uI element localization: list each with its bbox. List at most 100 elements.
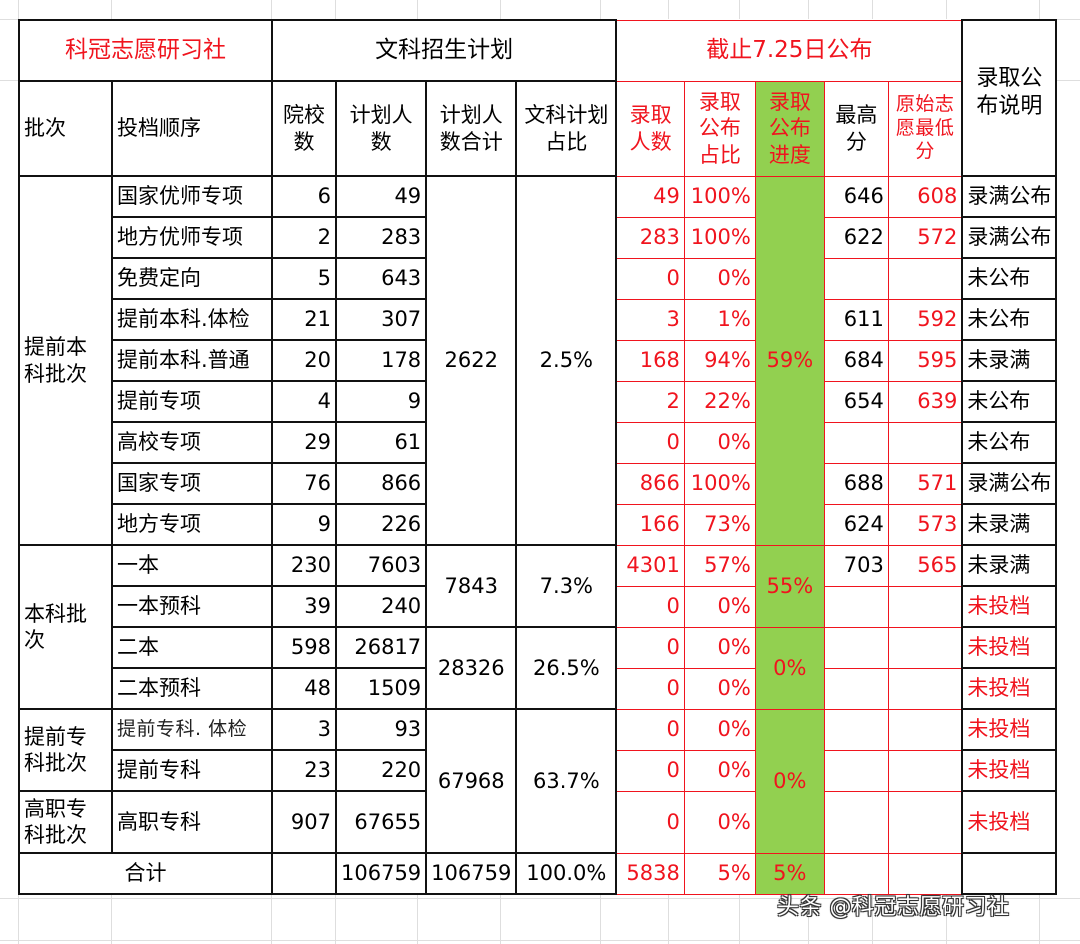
remark-cell: 录满公布 xyxy=(961,175,1058,218)
schools-cell: 2 xyxy=(271,216,337,259)
min-score-cell: 573 xyxy=(887,503,963,546)
admitted-cell: 866 xyxy=(615,462,685,505)
remark-cell: 录满公布 xyxy=(961,462,1058,505)
table-row: 二本 598 26817 28326 26.5% 0 0% 0% 未投档 xyxy=(19,626,1058,710)
admit-ratio-cell: 94% xyxy=(683,339,756,382)
plan-cell: 67655 xyxy=(334,790,428,854)
plan-cell: 26817 xyxy=(334,626,428,669)
watermark: 头条 @科冠志愿研习社 xyxy=(777,895,1010,920)
admit-ratio-cell: 0% xyxy=(683,667,756,710)
plan-total-cell: 2622 xyxy=(425,175,518,546)
remark-cell: 未投档 xyxy=(961,749,1058,792)
remark-cell: 未公布 xyxy=(961,298,1058,341)
admitted-cell: 0 xyxy=(615,790,685,854)
remark-cell: 未录满 xyxy=(961,544,1058,587)
schools-cell: 29 xyxy=(271,421,337,464)
progress-cell: 55% xyxy=(754,544,825,628)
min-score-cell: 571 xyxy=(887,462,963,505)
max-score-cell xyxy=(823,667,889,710)
plan-cell: 49 xyxy=(334,175,428,218)
total-plan: 106759 xyxy=(334,852,428,895)
order-cell: 高职专科 xyxy=(111,790,273,854)
table-row: 提前专科批次 提前专科. 体检 3 93 67968 63.7% 0 0% 0%… xyxy=(18,708,1058,854)
remark-cell: 未投档 xyxy=(961,790,1058,854)
total-label: 合计 xyxy=(18,852,273,895)
max-score-cell xyxy=(823,708,889,751)
min-score-cell: 592 xyxy=(887,298,963,341)
min-score-cell: 565 xyxy=(887,544,963,587)
table-row: 提前本科.体检 21 307 3 1% 611 592 未公布 xyxy=(19,298,1058,341)
plan-cell: 866 xyxy=(334,462,428,505)
table-row: 提前本科批次 国家优师专项 6 49 2622 2.5% 49 100% 59%… xyxy=(18,175,1058,546)
admitted-cell: 2 xyxy=(615,380,685,423)
admit-ratio-cell: 0% xyxy=(683,790,756,854)
grid-line xyxy=(0,898,1080,899)
brand-title: 科冠志愿研习社 xyxy=(18,19,273,82)
col-header-plan-ratio: 文科计划占比 xyxy=(515,80,618,177)
col-header-admitted: 录取人数 xyxy=(615,80,685,177)
total-admitted: 5838 xyxy=(615,852,685,895)
remark-header: 录取公布说明 xyxy=(961,19,1058,177)
plan-ratio-cell: 63.7% xyxy=(515,708,618,854)
table-row: 本科批次 一本 230 7603 7843 7.3% 4301 57% 55% … xyxy=(18,544,1058,710)
total-admit-ratio: 5% xyxy=(683,852,756,895)
schools-cell: 907 xyxy=(271,790,337,854)
col-header-plan-total: 计划人数合计 xyxy=(425,80,518,177)
plan-ratio-cell: 7.3% xyxy=(515,544,618,628)
table-row: 提前本科.普通 20 178 168 94% 684 595 未录满 xyxy=(19,339,1058,382)
batch-cell: 本科批次 xyxy=(18,544,113,710)
order-cell: 国家专项 xyxy=(111,462,273,505)
admit-ratio-cell: 100% xyxy=(683,216,756,259)
max-score-cell xyxy=(823,626,889,669)
min-score-cell: 595 xyxy=(887,339,963,382)
schools-cell: 21 xyxy=(271,298,337,341)
schools-cell: 4 xyxy=(271,380,337,423)
progress-cell: 0% xyxy=(754,626,825,710)
plan-cell: 1509 xyxy=(334,667,428,710)
grid-line xyxy=(0,940,1080,941)
header-row: 批次 投档顺序 院校数 计划人数 计划人数合计 文科计划占比 录取人数 录取公布… xyxy=(18,80,1056,177)
plan-ratio-cell: 2.5% xyxy=(515,175,618,546)
remark-cell: 未投档 xyxy=(961,708,1058,751)
max-score-cell xyxy=(823,421,889,464)
table-row: 高校专项 29 61 0 0% 未公布 xyxy=(19,421,1058,464)
total-progress: 5% xyxy=(754,852,825,895)
plan-cell: 178 xyxy=(334,339,428,382)
order-cell: 提前本科.体检 xyxy=(111,298,273,341)
schools-cell: 20 xyxy=(271,339,337,382)
plan-cell: 9 xyxy=(334,380,428,423)
plan-cell: 93 xyxy=(334,708,428,751)
admit-ratio-cell: 100% xyxy=(683,175,756,218)
total-min-score xyxy=(887,852,963,895)
col-header-order: 投档顺序 xyxy=(111,80,273,177)
order-cell: 二本预科 xyxy=(111,667,273,710)
plan-cell: 61 xyxy=(334,421,428,464)
table-row: 一本预科 39 240 0 0% 未投档 xyxy=(19,585,1058,628)
batch-cell: 高职专科批次 xyxy=(18,790,113,854)
plan-total-cell: 7843 xyxy=(425,544,518,628)
admitted-cell: 3 xyxy=(615,298,685,341)
max-score-cell xyxy=(823,257,889,300)
title-row: 科冠志愿研习社 文科招生计划 截止7.25日公布 录取公布说明 xyxy=(18,19,1058,177)
admitted-cell: 49 xyxy=(615,175,685,218)
min-score-cell xyxy=(887,667,963,710)
order-cell: 提前专科. 体检 xyxy=(111,708,273,751)
admitted-cell: 0 xyxy=(615,585,685,628)
publish-group-title: 截止7.25日公布 xyxy=(615,19,963,82)
max-score-cell: 688 xyxy=(823,462,889,505)
admit-ratio-cell: 1% xyxy=(683,298,756,341)
total-schools xyxy=(271,852,337,895)
plan-cell: 220 xyxy=(334,749,428,792)
remark-cell: 未投档 xyxy=(961,585,1058,628)
schools-cell: 598 xyxy=(271,626,337,669)
table-row: 国家专项 76 866 866 100% 688 571 录满公布 xyxy=(19,462,1058,505)
admit-ratio-cell: 0% xyxy=(683,421,756,464)
remark-cell: 未公布 xyxy=(961,421,1058,464)
total-row: 合计 106759 106759 100.0% 5838 5% 5% xyxy=(18,852,1058,895)
order-cell: 提前本科.普通 xyxy=(111,339,273,382)
order-cell: 提前专项 xyxy=(111,380,273,423)
min-score-cell xyxy=(887,421,963,464)
admitted-cell: 283 xyxy=(615,216,685,259)
batch-cell: 提前本科批次 xyxy=(18,175,113,546)
total-plan-ratio: 100.0% xyxy=(515,852,618,895)
